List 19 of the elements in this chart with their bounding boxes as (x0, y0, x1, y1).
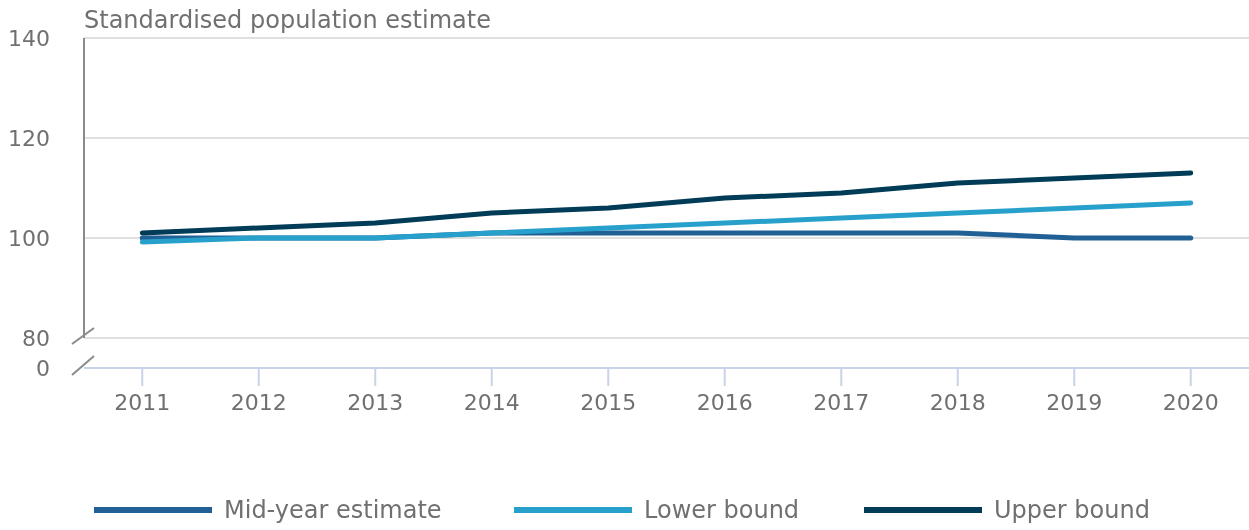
x-tick-label: 2013 (347, 390, 404, 415)
chart-title: Standardised population estimate (84, 6, 491, 34)
x-tick-label: 2012 (230, 390, 287, 415)
x-tick-label: 2017 (813, 390, 870, 415)
x-tick-label: 2011 (114, 390, 171, 415)
x-tick-label: 2019 (1046, 390, 1103, 415)
y-tick-label: 120 (8, 125, 50, 151)
x-tick-label: 2016 (696, 390, 753, 415)
text: 0 (36, 355, 50, 381)
y-tick-label: 140 (8, 25, 50, 51)
x-tick-label: 2015 (580, 390, 637, 415)
legend-label: Lower bound (644, 496, 800, 525)
y-tick-label: 100 (8, 225, 50, 251)
legend-label: Mid-year estimate (224, 496, 442, 525)
legend-label: Upper bound (994, 496, 1150, 525)
x-tick-label: 2014 (463, 390, 520, 415)
y-tick-label: 80 (22, 325, 50, 351)
x-tick-label: 2018 (929, 390, 986, 415)
x-tick-label: 2020 (1162, 390, 1219, 415)
